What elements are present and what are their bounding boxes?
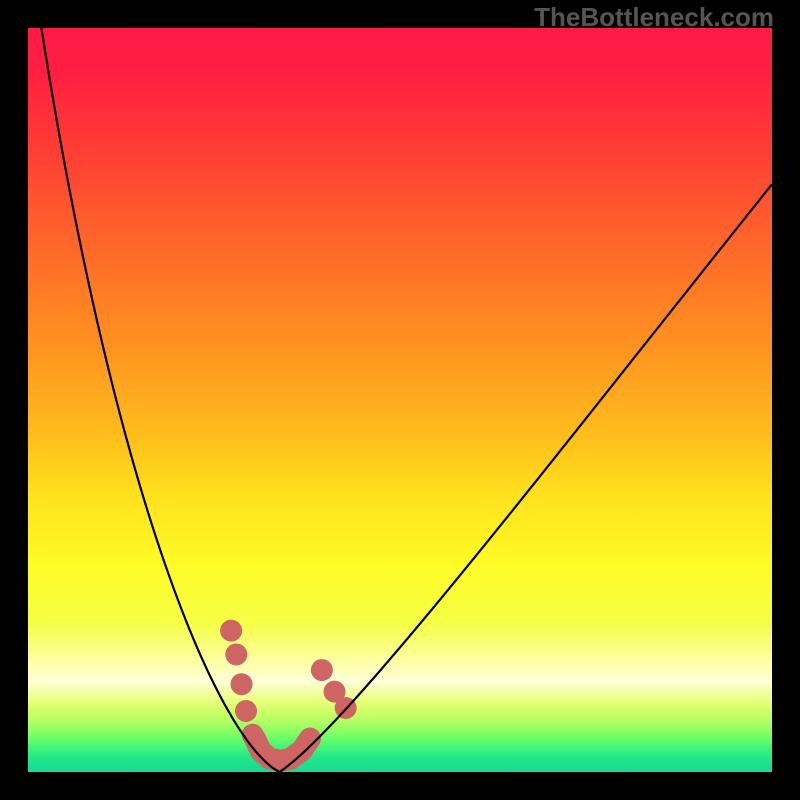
coral-marker-dot	[311, 659, 333, 681]
coral-marker-dot	[220, 620, 242, 642]
coral-marker-dot	[242, 724, 264, 746]
coral-bowl	[255, 739, 310, 761]
coral-marker-dot	[235, 700, 257, 722]
coral-marker-dot	[231, 673, 253, 695]
plot-area	[28, 28, 772, 772]
curve-layer	[28, 28, 772, 772]
watermark-text: TheBottleneck.com	[534, 2, 774, 33]
chart-frame: TheBottleneck.com	[0, 0, 800, 800]
coral-marker-dot	[225, 643, 247, 665]
curve-right-branch	[279, 184, 772, 772]
